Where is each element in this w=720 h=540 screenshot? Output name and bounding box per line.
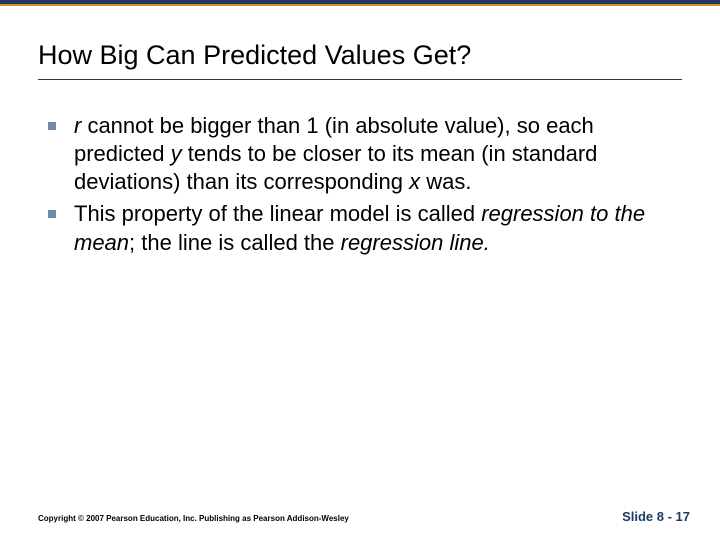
bullet-text-fragment: ; the line is called the (129, 230, 341, 255)
bullet-text-fragment: was. (420, 169, 471, 194)
bullet-item: r cannot be bigger than 1 (in absolute v… (38, 112, 682, 196)
bullet-text-fragment: y (171, 141, 182, 166)
copyright-text: Copyright © 2007 Pearson Education, Inc.… (38, 514, 349, 523)
bullet-item: This property of the linear model is cal… (38, 200, 682, 256)
slide-number: Slide 8 - 17 (622, 509, 690, 524)
bullet-text-fragment: regression line. (341, 230, 490, 255)
bullet-text-fragment: This property of the linear model is cal… (74, 201, 481, 226)
slide-title: How Big Can Predicted Values Get? (38, 40, 682, 80)
bullet-list: r cannot be bigger than 1 (in absolute v… (38, 112, 682, 257)
slide-content: How Big Can Predicted Values Get? r cann… (0, 6, 720, 257)
bullet-text-fragment: x (409, 169, 420, 194)
footer: Copyright © 2007 Pearson Education, Inc.… (38, 509, 690, 524)
